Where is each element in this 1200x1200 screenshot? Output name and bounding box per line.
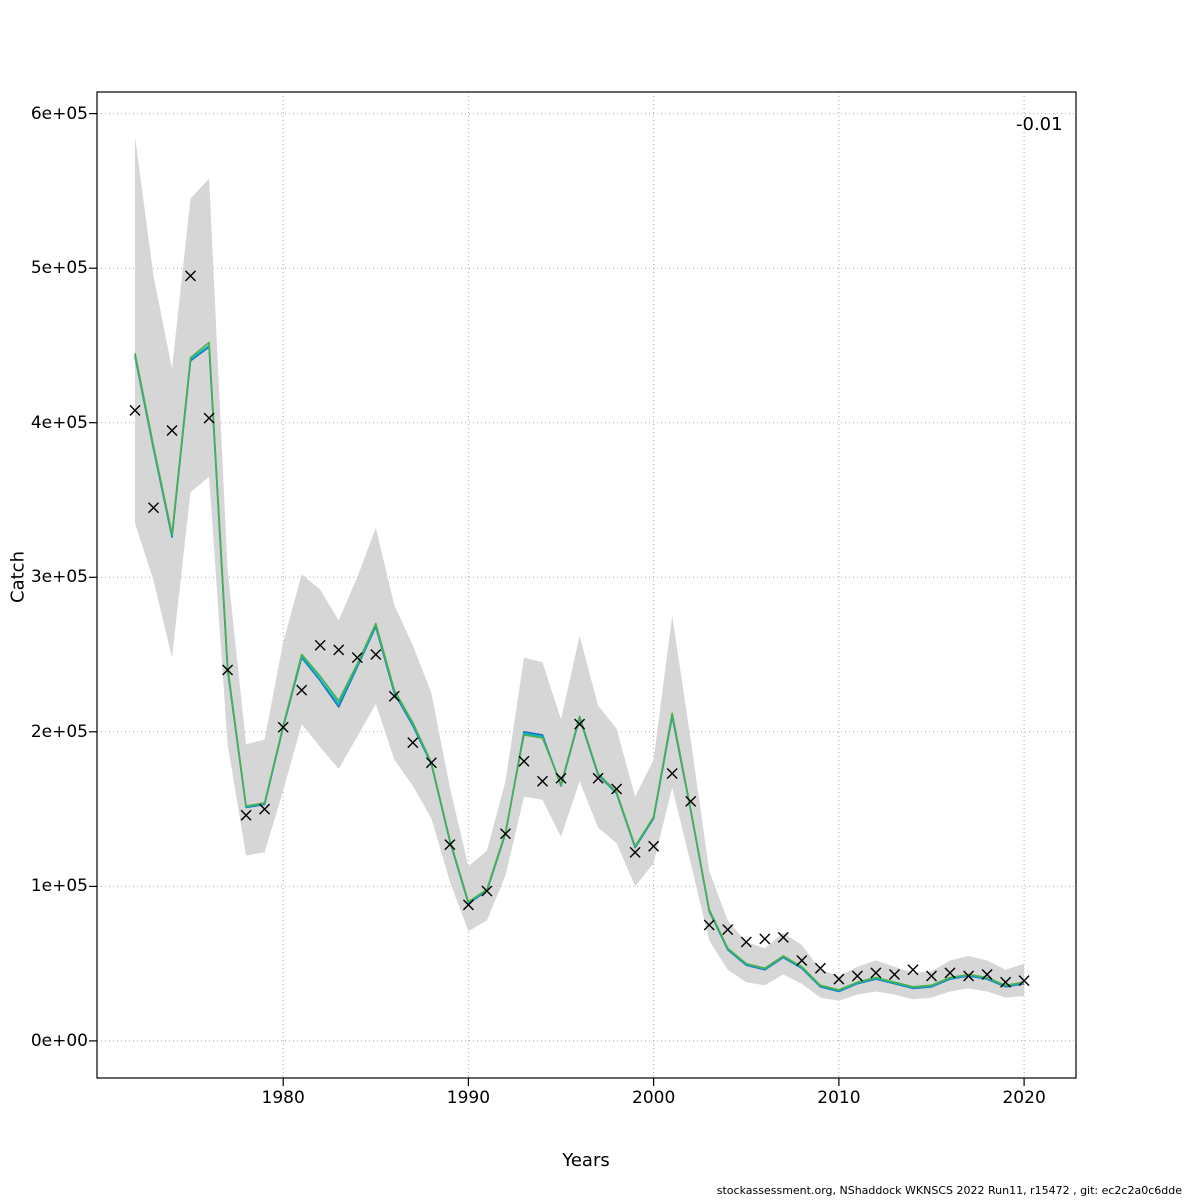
annotation-value: -0.01 xyxy=(1016,114,1063,135)
footer-provenance-text: stockassessment.org, NShaddock WKNSCS 20… xyxy=(716,1184,1182,1197)
y-tick-label: 3e+05 xyxy=(30,567,88,588)
y-tick-label: 5e+05 xyxy=(30,258,88,279)
x-axis-label: Years xyxy=(562,1150,610,1171)
y-tick-label: 0e+00 xyxy=(30,1030,88,1051)
x-tick-label: 2000 xyxy=(632,1088,676,1108)
y-tick-label: 6e+05 xyxy=(30,103,88,124)
x-tick-label: 1980 xyxy=(261,1088,305,1108)
y-tick-label: 2e+05 xyxy=(30,721,88,742)
x-tick-label: 2010 xyxy=(817,1088,861,1108)
x-tick-label: 2020 xyxy=(1002,1088,1046,1108)
y-axis-label: Catch xyxy=(7,551,29,603)
x-tick-label: 1990 xyxy=(446,1088,491,1108)
y-tick-label: 1e+05 xyxy=(30,876,88,897)
y-tick-label: 4e+05 xyxy=(30,412,88,433)
